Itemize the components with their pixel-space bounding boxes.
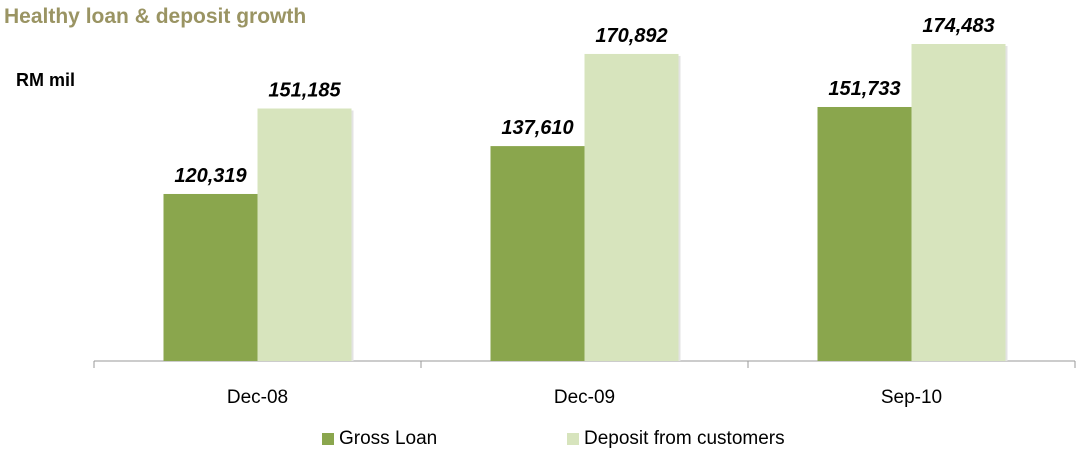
unit-label: RM mil (16, 70, 76, 90)
bar-gross-loan (163, 193, 258, 361)
data-label: 151,733 (828, 78, 900, 100)
data-label: 151,185 (268, 80, 341, 102)
data-label: 170,892 (595, 25, 667, 47)
legend-label-gross-loan: Gross Loan (339, 428, 438, 449)
legend-swatch-deposit (567, 433, 579, 445)
x-tick-label: Sep-10 (881, 387, 942, 408)
legend: Gross Loan Deposit from customers (0, 428, 1081, 456)
bar-gross-loan (817, 106, 912, 361)
legend-item-gross-loan: Gross Loan (322, 428, 437, 450)
legend-swatch-gross-loan (322, 433, 334, 445)
data-label: 120,319 (174, 165, 247, 187)
legend-item-deposit: Deposit from customers (567, 428, 785, 450)
x-tick-label: Dec-08 (227, 387, 288, 408)
bar-gross-loan (490, 146, 585, 361)
x-tick-label: Dec-09 (554, 387, 615, 408)
bar-deposit (257, 108, 352, 361)
chart-title: Healthy loan & deposit growth (4, 5, 307, 28)
legend-label-deposit: Deposit from customers (584, 428, 785, 449)
data-label: 137,610 (501, 117, 573, 139)
data-label: 174,483 (922, 15, 994, 37)
bar-deposit (911, 44, 1006, 361)
bar-deposit (584, 53, 679, 362)
bar-chart: 120,319 151,185 Dec-08 137,610 170,892 Dec-09… (93, 15, 1076, 408)
